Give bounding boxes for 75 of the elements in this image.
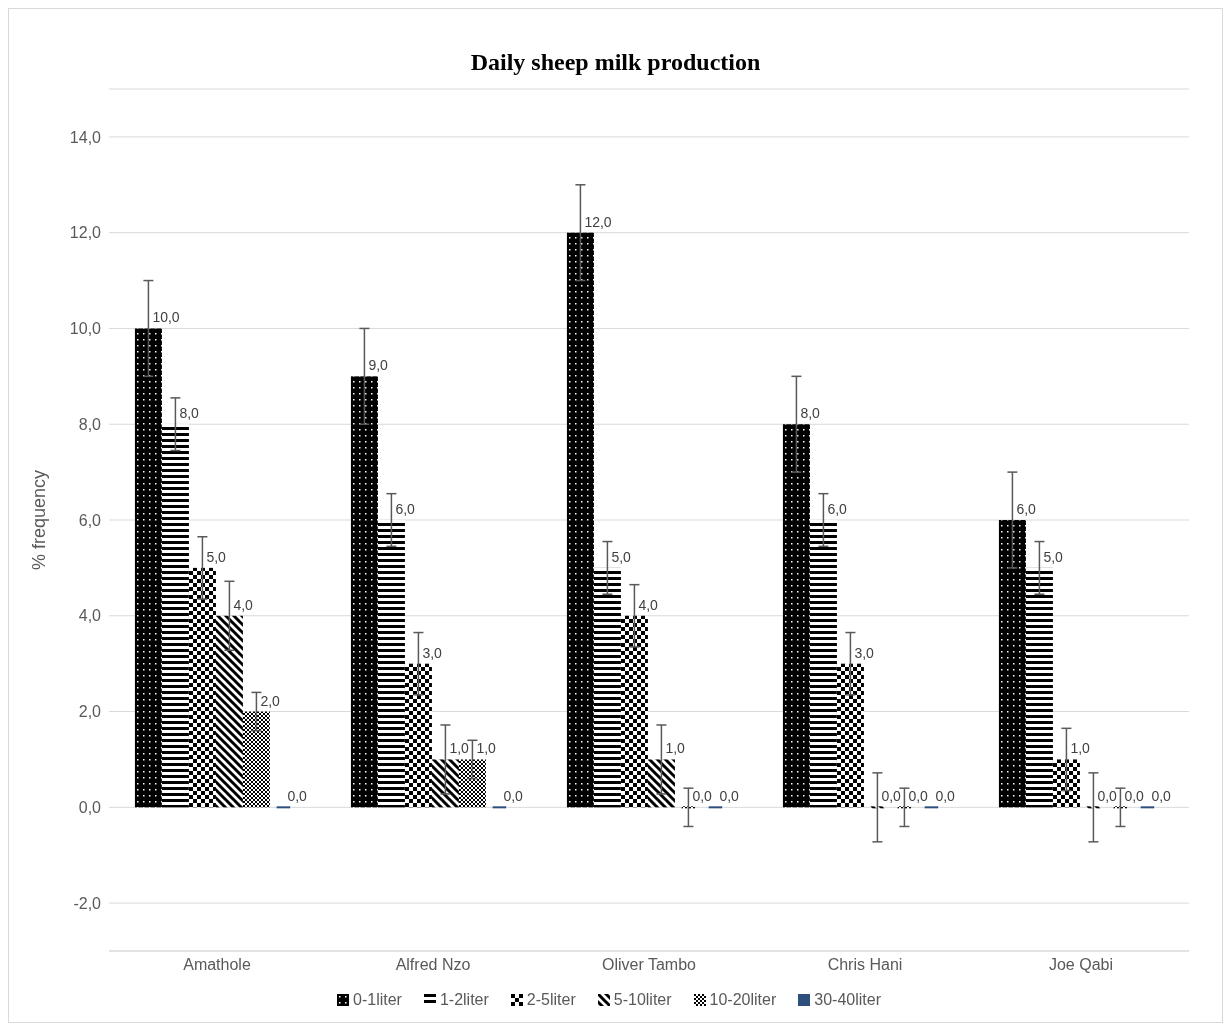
bar	[276, 806, 291, 809]
y-tick-label: 8,0	[78, 415, 102, 433]
data-label: 12,0	[584, 213, 612, 230]
chart-title: Daily sheep milk production	[469, 48, 762, 77]
bar	[566, 232, 594, 808]
data-label: 1,0	[1070, 740, 1091, 757]
data-label: 6,0	[395, 501, 416, 517]
bar	[161, 424, 189, 808]
data-label: 3,0	[854, 644, 875, 661]
data-label: 0,0	[1097, 788, 1118, 805]
legend-label: 1-2liter	[439, 991, 489, 1009]
bar	[620, 615, 648, 808]
data-label: 0,0	[908, 788, 929, 805]
x-tick-label: Chris Hani	[827, 956, 903, 974]
y-tick-label: 0,0	[78, 799, 102, 817]
bar	[492, 806, 507, 809]
y-tick-label: 6,0	[78, 511, 102, 529]
bar	[188, 567, 216, 808]
data-label: 0,0	[692, 788, 713, 805]
bar	[404, 663, 432, 808]
bar	[708, 806, 723, 809]
bar	[836, 663, 864, 808]
x-tick-label: Alfred Nzo	[395, 956, 471, 974]
data-label: 8,0	[800, 405, 821, 422]
data-label: 9,0	[368, 357, 389, 374]
data-label: 0,0	[935, 788, 956, 805]
bar	[1140, 806, 1155, 809]
data-label: 6,0	[827, 501, 848, 517]
legend-label: 30-40liter	[814, 991, 881, 1009]
legend-label: 2-5liter	[526, 991, 576, 1009]
data-label: 3,0	[422, 644, 443, 661]
bar	[998, 520, 1026, 808]
data-label: 1,0	[449, 740, 470, 757]
bar	[924, 806, 939, 809]
bar	[647, 759, 675, 808]
data-label: 8,0	[179, 405, 200, 422]
data-label: 0,0	[287, 788, 308, 805]
y-axis-title: % frequency	[29, 469, 50, 571]
x-tick-label: Oliver Tambo	[602, 956, 697, 974]
bar	[1025, 567, 1053, 808]
bar	[593, 567, 621, 808]
data-label: 10,0	[152, 309, 180, 326]
y-tick-label: -2,0	[73, 894, 102, 912]
data-label: 5,0	[611, 548, 632, 565]
y-tick-label: 12,0	[69, 224, 102, 242]
x-tick-label: Joe Qabi	[1048, 956, 1114, 974]
legend-label: 5-10liter	[613, 991, 672, 1009]
bar	[782, 424, 810, 808]
data-label: 2,0	[260, 692, 281, 709]
bar	[431, 759, 459, 808]
bar	[809, 520, 837, 808]
data-label: 0,0	[503, 788, 524, 805]
data-label: 1,0	[665, 740, 686, 757]
x-tick-label: Amathole	[183, 956, 251, 974]
data-label: 4,0	[638, 596, 659, 613]
legend-label: 10-20liter	[709, 991, 777, 1009]
legend-label: 0-1liter	[353, 991, 402, 1009]
data-label: 0,0	[881, 788, 902, 805]
y-tick-label: 14,0	[69, 128, 102, 146]
y-tick-label: 4,0	[78, 607, 102, 625]
data-label: 5,0	[1043, 548, 1064, 565]
bar	[215, 615, 243, 808]
data-label: 0,0	[1151, 788, 1172, 805]
data-label: 5,0	[206, 548, 227, 565]
bar	[350, 376, 378, 808]
bar	[134, 328, 162, 808]
data-label: 4,0	[233, 596, 254, 613]
bar	[1052, 759, 1080, 808]
y-tick-label: 2,0	[78, 703, 102, 721]
data-label: 1,0	[476, 740, 497, 757]
bar	[377, 520, 405, 808]
y-tick-label: 10,0	[69, 320, 102, 338]
data-label: 0,0	[719, 788, 740, 805]
data-label: 6,0	[1016, 501, 1037, 517]
data-label: 0,0	[1124, 788, 1145, 805]
